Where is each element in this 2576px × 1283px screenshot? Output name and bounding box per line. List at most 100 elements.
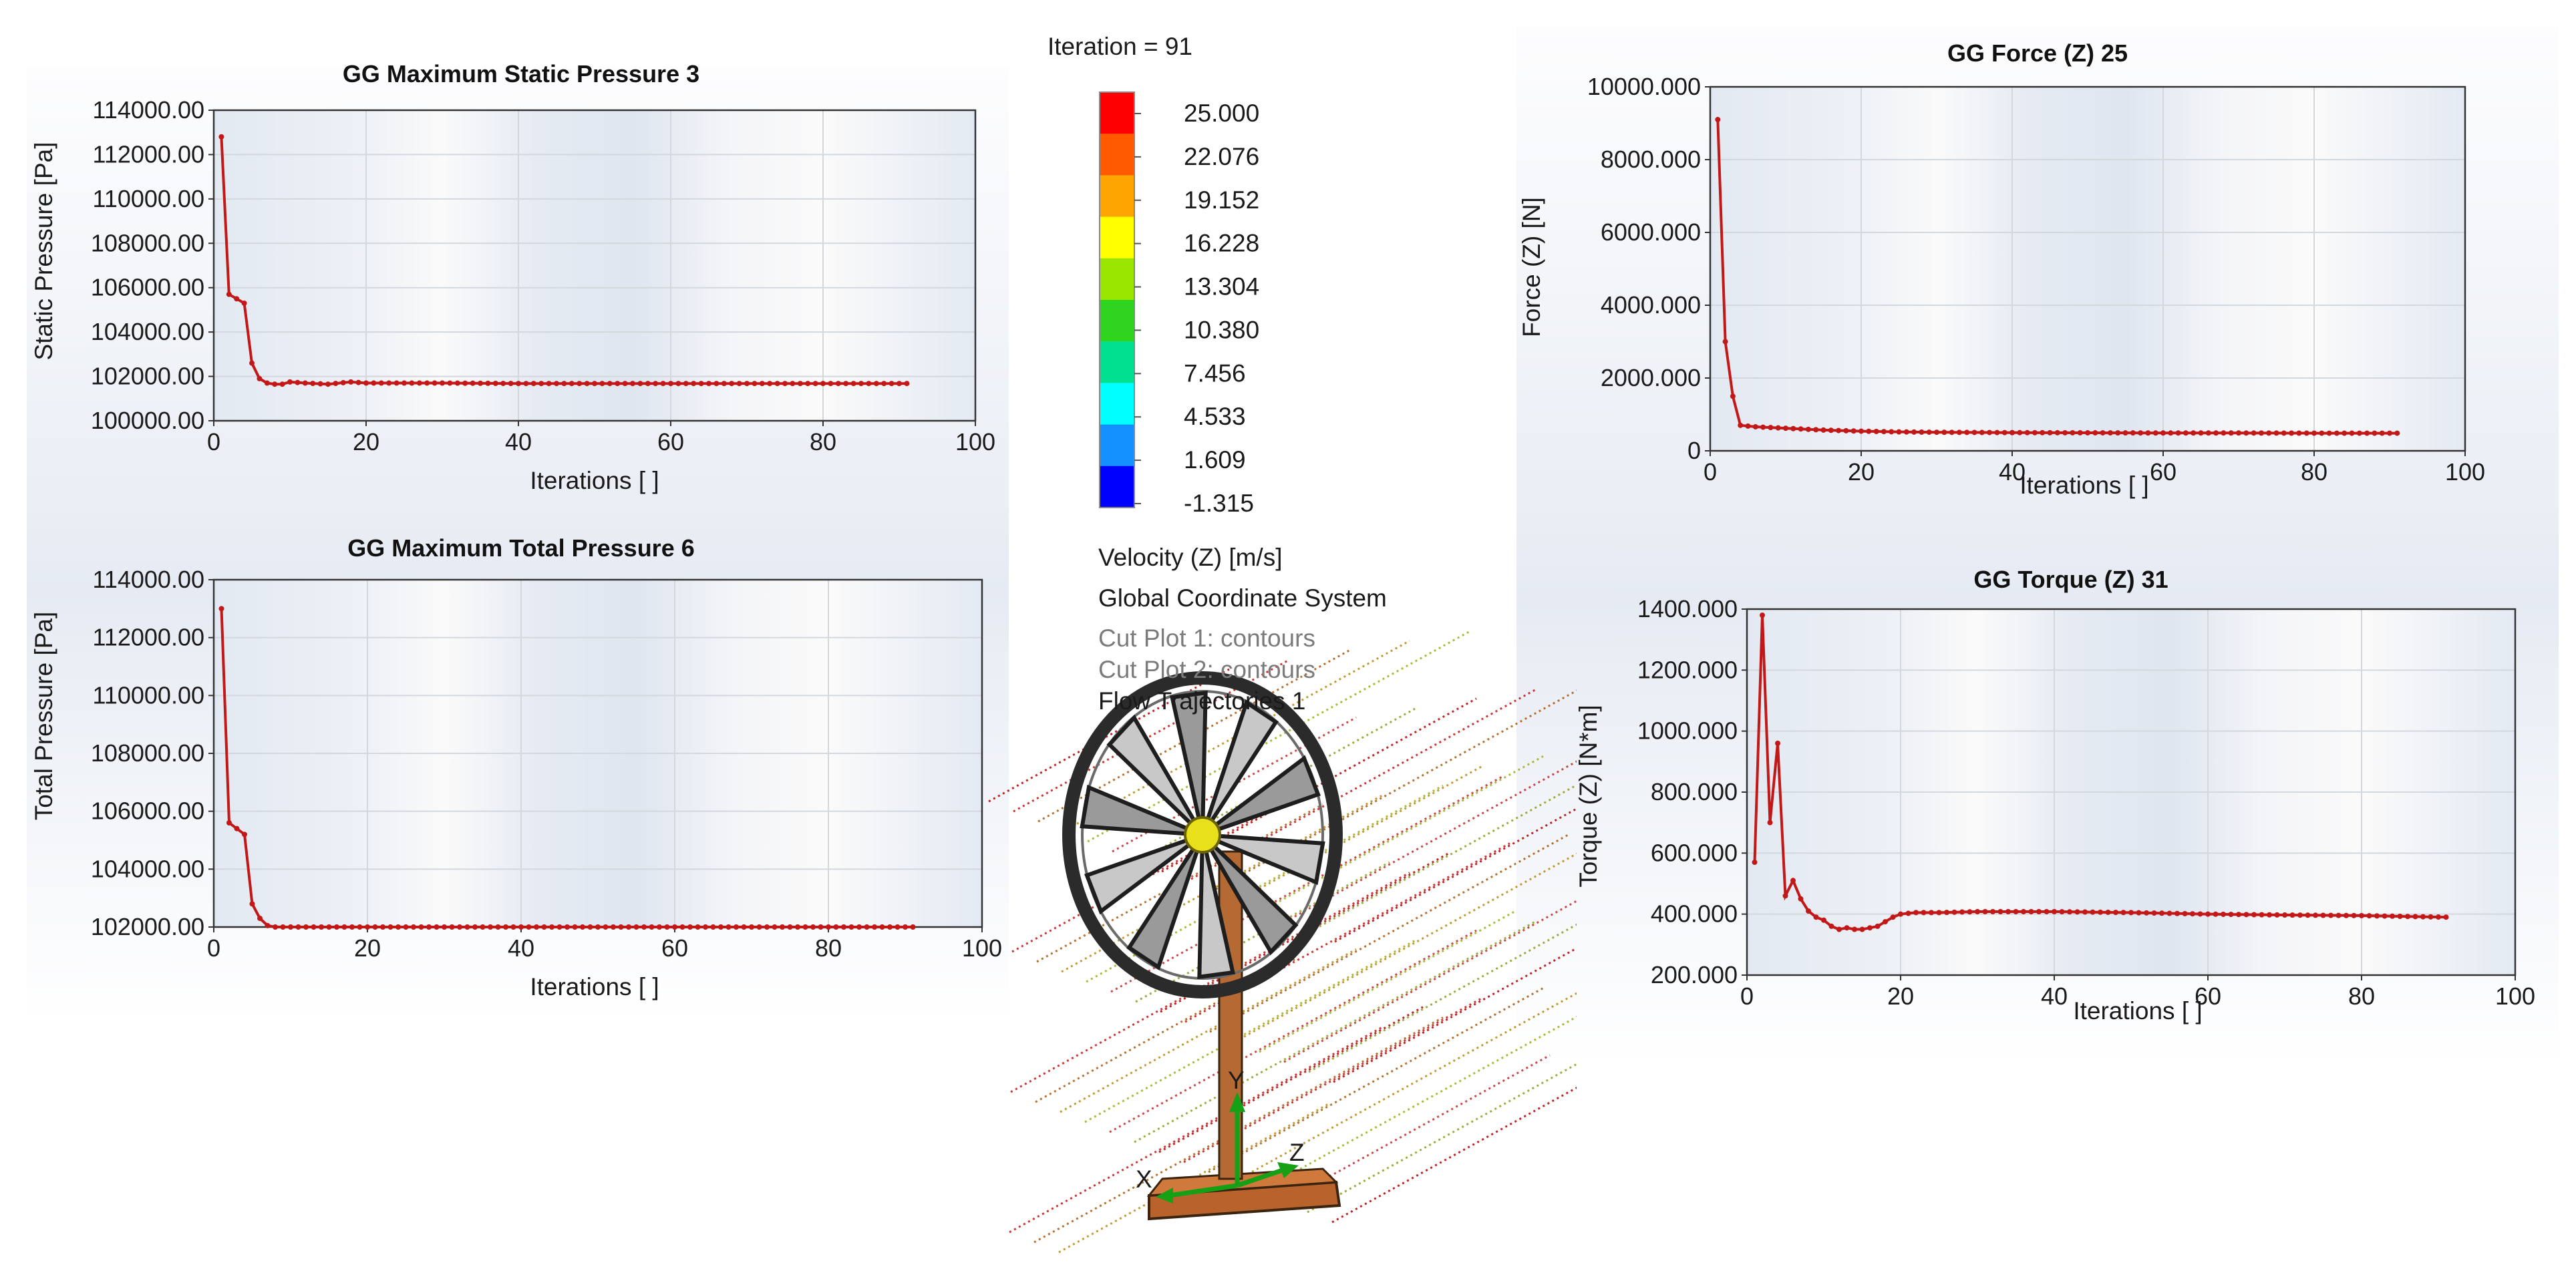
series-point bbox=[2175, 910, 2180, 916]
trajectory-line bbox=[1283, 900, 1577, 1063]
series-point bbox=[1875, 923, 1881, 929]
series-point bbox=[1760, 424, 1766, 430]
series-point bbox=[2113, 910, 2118, 916]
series-point bbox=[683, 381, 689, 387]
series-point bbox=[485, 380, 491, 386]
series-point bbox=[454, 380, 460, 386]
series-point bbox=[1934, 429, 1939, 435]
series-point bbox=[418, 924, 424, 930]
series-point bbox=[1745, 423, 1751, 429]
y-tick-label: 4000.000 bbox=[1601, 291, 1701, 319]
series-point bbox=[1805, 426, 1811, 432]
series-point bbox=[2251, 430, 2257, 436]
chart-title: GG Torque (Z) 31 bbox=[1973, 566, 2168, 593]
series-point bbox=[657, 924, 662, 930]
series-point bbox=[1975, 909, 1980, 915]
colorbar-segment bbox=[1100, 383, 1134, 425]
series-point bbox=[488, 924, 493, 930]
series-point bbox=[2197, 911, 2203, 917]
series-point bbox=[2313, 912, 2318, 918]
y-axis-letter: Y bbox=[1228, 1067, 1245, 1094]
series-point bbox=[241, 300, 247, 306]
series-point bbox=[2296, 430, 2302, 436]
series-point bbox=[2059, 909, 2065, 915]
series-point bbox=[698, 381, 704, 387]
series-point bbox=[1790, 425, 1796, 431]
series-point bbox=[1821, 917, 1826, 923]
series-point bbox=[1956, 429, 1962, 435]
series-point bbox=[234, 826, 240, 832]
series-point bbox=[2387, 430, 2392, 436]
series-point bbox=[1752, 860, 1758, 866]
series-point bbox=[2044, 909, 2050, 915]
series-point bbox=[2379, 430, 2385, 436]
series-point bbox=[387, 924, 393, 930]
series-point bbox=[1859, 428, 1864, 434]
series-point bbox=[1913, 910, 1919, 916]
series-point bbox=[1967, 909, 1973, 915]
series-point bbox=[756, 924, 762, 930]
y-tick-label: 108000.00 bbox=[91, 229, 204, 256]
series-point bbox=[2130, 430, 2136, 436]
series-point bbox=[1843, 427, 1849, 433]
series-point bbox=[426, 924, 432, 930]
trajectory-line bbox=[1333, 947, 1577, 1083]
series-point bbox=[341, 924, 347, 930]
series-point bbox=[2160, 430, 2166, 436]
series-point bbox=[843, 381, 849, 387]
series-point bbox=[2128, 910, 2134, 916]
series-point bbox=[810, 924, 816, 930]
series-point bbox=[226, 820, 232, 826]
fan-blade bbox=[1084, 833, 1204, 915]
series-point bbox=[873, 381, 879, 387]
series-point bbox=[1852, 926, 1857, 932]
series-point bbox=[764, 924, 770, 930]
series-point bbox=[2151, 910, 2157, 916]
series-point bbox=[2183, 430, 2189, 436]
colorbar-segment bbox=[1100, 216, 1134, 259]
series-point bbox=[774, 381, 780, 387]
series-point bbox=[2175, 430, 2181, 436]
series-point bbox=[234, 296, 240, 302]
series-point bbox=[703, 924, 708, 930]
series-point bbox=[508, 381, 514, 387]
series-point bbox=[734, 924, 739, 930]
series-point bbox=[637, 381, 643, 387]
series-point bbox=[2311, 430, 2317, 436]
y-axis-label: Force (Z) [N] bbox=[1518, 197, 1545, 337]
series-point bbox=[538, 381, 544, 387]
series-point bbox=[1859, 926, 1865, 932]
x-tick-label: 40 bbox=[1999, 458, 2026, 486]
series-point bbox=[2251, 912, 2257, 918]
trajectory-line bbox=[1158, 1006, 1424, 1153]
fan-blade bbox=[1200, 699, 1279, 836]
x-tick-label: 80 bbox=[2348, 982, 2375, 1010]
plot-frame bbox=[1709, 85, 2466, 452]
series-point bbox=[679, 924, 685, 930]
trajectory-line bbox=[1186, 688, 1537, 883]
series-point bbox=[273, 924, 278, 930]
series-point bbox=[1990, 909, 1995, 915]
series-point bbox=[2281, 430, 2287, 436]
series-point bbox=[319, 924, 324, 930]
y-axis-label: Static Pressure [Pa] bbox=[30, 142, 57, 361]
y-tick-label: 102000.00 bbox=[91, 913, 204, 940]
series-point bbox=[242, 832, 247, 838]
x-tick-label: 100 bbox=[962, 934, 1002, 962]
series-point bbox=[895, 924, 901, 930]
series-point bbox=[2412, 914, 2418, 920]
x-axis-letter: X bbox=[1136, 1165, 1152, 1193]
series-point bbox=[668, 381, 673, 387]
y-arrow-head-icon bbox=[1229, 1092, 1245, 1112]
series-point bbox=[2266, 430, 2272, 436]
series-point bbox=[1964, 429, 1970, 435]
series-point bbox=[2105, 909, 2111, 915]
series-point bbox=[416, 380, 422, 386]
series-point bbox=[334, 924, 339, 930]
model-viewport[interactable]: Y X Z bbox=[975, 561, 1577, 1283]
series-point bbox=[348, 379, 354, 385]
y-tick-label: 2000.000 bbox=[1601, 364, 1701, 391]
z-axis-letter: Z bbox=[1289, 1139, 1305, 1166]
series-point bbox=[311, 924, 317, 930]
series-point bbox=[2364, 430, 2370, 436]
